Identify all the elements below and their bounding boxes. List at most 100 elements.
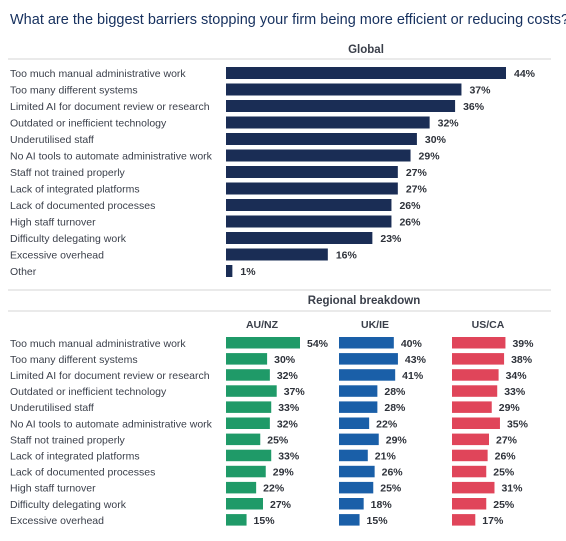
au-nz-bar-limited-ai-for-document-review-or-research xyxy=(226,369,270,381)
regional-category-label-excessive-overhead: Excessive overhead xyxy=(10,515,104,527)
global-bar-no-ai-tools-to-automate-administrative-work xyxy=(226,149,411,162)
series-header-au-nz: AU/NZ xyxy=(246,319,279,331)
global-bar-underutilised-staff xyxy=(226,133,417,145)
us-ca-value-outdated-or-inefficient-technology: 33% xyxy=(504,386,526,398)
us-ca-bar-lack-of-integrated-platforms xyxy=(452,449,488,462)
au-nz-bar-too-many-different-systems xyxy=(226,353,268,365)
uk-ie-value-no-ai-tools-to-automate-administrative-work: 22% xyxy=(376,418,398,430)
global-bar-limited-ai-for-document-review-or-research xyxy=(226,100,456,112)
global-value-other: 1% xyxy=(240,266,256,278)
uk-ie-value-excessive-overhead: 15% xyxy=(367,515,389,527)
au-nz-value-lack-of-integrated-platforms: 33% xyxy=(278,450,300,462)
category-label-high-staff-turnover: High staff turnover xyxy=(10,217,96,229)
global-section-label: Global xyxy=(348,44,384,56)
au-nz-bar-high-staff-turnover xyxy=(226,481,257,494)
chart-title: What are the biggest barriers stopping y… xyxy=(10,12,566,28)
regional-category-label-high-staff-turnover: High staff turnover xyxy=(10,483,96,495)
au-nz-value-underutilised-staff: 33% xyxy=(278,402,300,414)
global-value-underutilised-staff: 30% xyxy=(425,134,447,146)
global-value-limited-ai-for-document-review-or-research: 36% xyxy=(463,101,485,113)
uk-ie-bar-lack-of-integrated-platforms xyxy=(339,449,368,462)
au-nz-value-too-many-different-systems: 30% xyxy=(274,354,296,366)
au-nz-value-limited-ai-for-document-review-or-research: 32% xyxy=(277,370,299,382)
au-nz-bar-outdated-or-inefficient-technology xyxy=(226,385,277,397)
au-nz-bar-lack-of-documented-processes xyxy=(226,465,266,478)
us-ca-value-staff-not-trained-properly: 27% xyxy=(496,434,518,446)
uk-ie-value-outdated-or-inefficient-technology: 28% xyxy=(384,386,406,398)
global-bar-excessive-overhead xyxy=(226,248,328,261)
au-nz-value-lack-of-documented-processes: 29% xyxy=(273,467,295,479)
us-ca-value-limited-ai-for-document-review-or-research: 34% xyxy=(506,370,528,382)
au-nz-value-staff-not-trained-properly: 25% xyxy=(267,434,289,446)
category-label-outdated-or-inefficient-technology: Outdated or inefficient technology xyxy=(10,118,167,130)
global-value-lack-of-documented-processes: 26% xyxy=(399,200,421,212)
uk-ie-value-too-many-different-systems: 43% xyxy=(405,354,427,366)
regional-category-label-too-many-different-systems: Too many different systems xyxy=(10,354,138,366)
uk-ie-value-lack-of-documented-processes: 26% xyxy=(382,467,404,479)
us-ca-bar-lack-of-documented-processes xyxy=(452,465,487,478)
us-ca-value-lack-of-documented-processes: 25% xyxy=(493,467,515,479)
global-bar-difficulty-delegating-work xyxy=(226,232,373,244)
au-nz-value-difficulty-delegating-work: 27% xyxy=(270,499,292,511)
category-label-too-many-different-systems: Too many different systems xyxy=(10,85,138,97)
uk-ie-bar-high-staff-turnover xyxy=(339,481,374,494)
au-nz-bar-excessive-overhead xyxy=(226,514,247,526)
us-ca-value-too-much-manual-administrative-work: 39% xyxy=(512,338,534,350)
category-label-staff-not-trained-properly: Staff not trained properly xyxy=(10,167,126,179)
category-label-other: Other xyxy=(10,266,37,278)
au-nz-value-too-much-manual-administrative-work: 54% xyxy=(307,338,329,350)
global-value-excessive-overhead: 16% xyxy=(336,250,358,262)
global-bar-staff-not-trained-properly xyxy=(226,166,398,178)
global-bar-lack-of-integrated-platforms xyxy=(226,182,398,195)
us-ca-value-too-many-different-systems: 38% xyxy=(511,354,533,366)
regional-section-label: Regional breakdown xyxy=(308,295,420,307)
us-ca-bar-underutilised-staff xyxy=(452,401,492,413)
uk-ie-value-lack-of-integrated-platforms: 21% xyxy=(375,450,397,462)
category-label-difficulty-delegating-work: Difficulty delegating work xyxy=(10,233,127,245)
us-ca-bar-outdated-or-inefficient-technology xyxy=(452,385,498,397)
category-label-limited-ai-for-document-review-or-research: Limited AI for document review or resear… xyxy=(10,101,210,113)
us-ca-bar-too-much-manual-administrative-work xyxy=(452,337,506,349)
uk-ie-bar-outdated-or-inefficient-technology xyxy=(339,385,378,397)
uk-ie-bar-limited-ai-for-document-review-or-research xyxy=(339,369,396,381)
global-value-staff-not-trained-properly: 27% xyxy=(406,167,428,179)
au-nz-bar-difficulty-delegating-work xyxy=(226,498,263,510)
us-ca-value-high-staff-turnover: 31% xyxy=(501,483,523,495)
global-value-lack-of-integrated-platforms: 27% xyxy=(406,184,428,196)
us-ca-bar-high-staff-turnover xyxy=(452,481,495,494)
global-bar-too-much-manual-administrative-work xyxy=(226,67,506,79)
category-label-too-much-manual-administrative-work: Too much manual administrative work xyxy=(10,68,186,80)
regional-category-label-too-much-manual-administrative-work: Too much manual administrative work xyxy=(10,338,186,350)
category-label-underutilised-staff: Underutilised staff xyxy=(10,134,94,146)
us-ca-bar-excessive-overhead xyxy=(452,514,476,526)
uk-ie-value-high-staff-turnover: 25% xyxy=(380,483,402,495)
us-ca-value-underutilised-staff: 29% xyxy=(499,402,521,414)
uk-ie-bar-excessive-overhead xyxy=(339,514,360,526)
uk-ie-value-limited-ai-for-document-review-or-research: 41% xyxy=(402,370,424,382)
category-label-lack-of-documented-processes: Lack of documented processes xyxy=(10,200,155,212)
uk-ie-value-difficulty-delegating-work: 18% xyxy=(371,499,393,511)
global-bar-other xyxy=(226,265,233,277)
global-value-too-many-different-systems: 37% xyxy=(469,85,491,97)
regional-category-label-outdated-or-inefficient-technology: Outdated or inefficient technology xyxy=(10,386,167,398)
regional-category-label-difficulty-delegating-work: Difficulty delegating work xyxy=(10,499,127,511)
uk-ie-value-staff-not-trained-properly: 29% xyxy=(386,434,408,446)
au-nz-bar-staff-not-trained-properly xyxy=(226,433,261,446)
regional-category-label-lack-of-integrated-platforms: Lack of integrated platforms xyxy=(10,450,140,462)
us-ca-bar-too-many-different-systems xyxy=(452,353,505,365)
regional-category-label-underutilised-staff: Underutilised staff xyxy=(10,402,94,414)
global-bar-too-many-different-systems xyxy=(226,83,462,96)
global-value-outdated-or-inefficient-technology: 32% xyxy=(438,118,460,130)
series-header-us-ca: US/CA xyxy=(472,319,505,331)
uk-ie-bar-too-much-manual-administrative-work xyxy=(339,337,394,349)
us-ca-value-lack-of-integrated-platforms: 26% xyxy=(495,450,517,462)
us-ca-value-difficulty-delegating-work: 25% xyxy=(493,499,515,511)
global-value-no-ai-tools-to-automate-administrative-work: 29% xyxy=(419,151,441,163)
global-chart: Too much manual administrative work 44% To… xyxy=(10,67,536,278)
global-value-difficulty-delegating-work: 23% xyxy=(380,233,402,245)
us-ca-value-excessive-overhead: 17% xyxy=(482,515,504,527)
au-nz-bar-no-ai-tools-to-automate-administrative-work xyxy=(226,417,270,429)
uk-ie-bar-no-ai-tools-to-automate-administrative-work xyxy=(339,417,370,429)
global-bar-high-staff-turnover xyxy=(226,215,392,228)
